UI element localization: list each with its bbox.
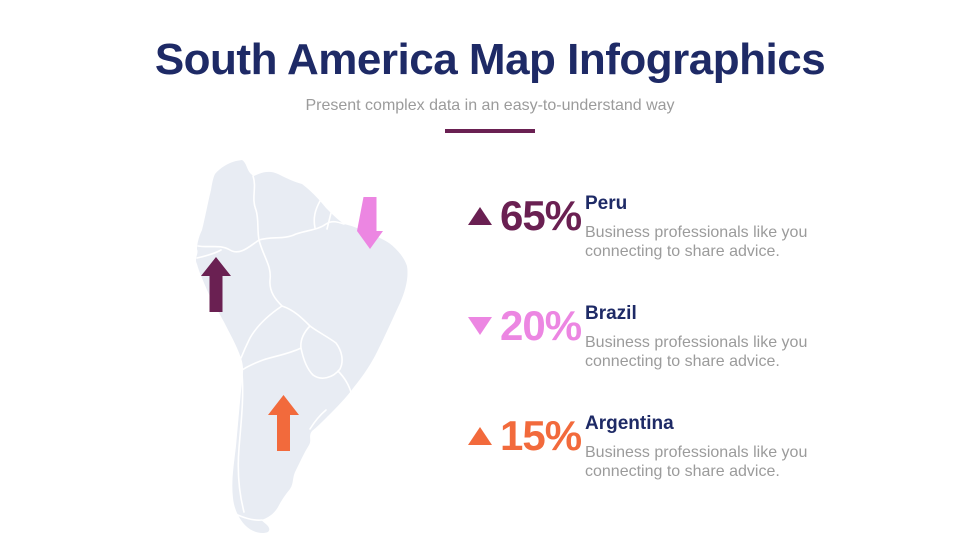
brazil-description: Business professionals like you connecti…: [585, 334, 808, 370]
argentina-percentage: 15%: [500, 412, 582, 459]
page-title: South America Map Infographics: [154, 35, 826, 84]
peru-stat-text: Peru Business professionals like you con…: [585, 193, 825, 261]
peru-up-arrow: [201, 257, 231, 312]
argentina-country-label: Argentina: [585, 413, 674, 434]
map-landmass: [196, 160, 408, 534]
peru-percentage: 65%: [500, 192, 582, 239]
brazil-percentage: 20%: [500, 302, 582, 349]
country-borders: [196, 175, 353, 521]
south-america-map: [160, 146, 450, 534]
brazil-down-arrow: [357, 197, 383, 249]
trend-down-icon: [468, 317, 492, 335]
argentina-up-arrow: [268, 395, 299, 451]
stat-row-brazil: 20% Brazil Business professionals like y…: [466, 303, 825, 371]
brazil-stat-value-group: 20%: [466, 303, 585, 349]
south-america-map-svg: [196, 160, 408, 534]
peru-description: Business professionals like you connecti…: [585, 224, 808, 260]
trend-up-icon: [468, 427, 492, 445]
brazil-stat-text: Brazil Business professionals like you c…: [585, 303, 825, 371]
title-divider: [445, 129, 535, 133]
stat-row-argentina: 15% Argentina Business professionals lik…: [466, 413, 825, 481]
argentina-stat-value-group: 15%: [466, 413, 585, 459]
page-subtitle: Present complex data in an easy-to-under…: [305, 97, 675, 114]
brazil-country-label: Brazil: [585, 303, 637, 324]
stat-row-peru: 65% Peru Business professionals like you…: [466, 193, 825, 261]
argentina-description: Business professionals like you connecti…: [585, 444, 808, 480]
peru-stat-value-group: 65%: [466, 193, 585, 239]
trend-up-icon: [468, 207, 492, 225]
peru-country-label: Peru: [585, 193, 628, 214]
argentina-stat-text: Argentina Business professionals like yo…: [585, 413, 825, 481]
